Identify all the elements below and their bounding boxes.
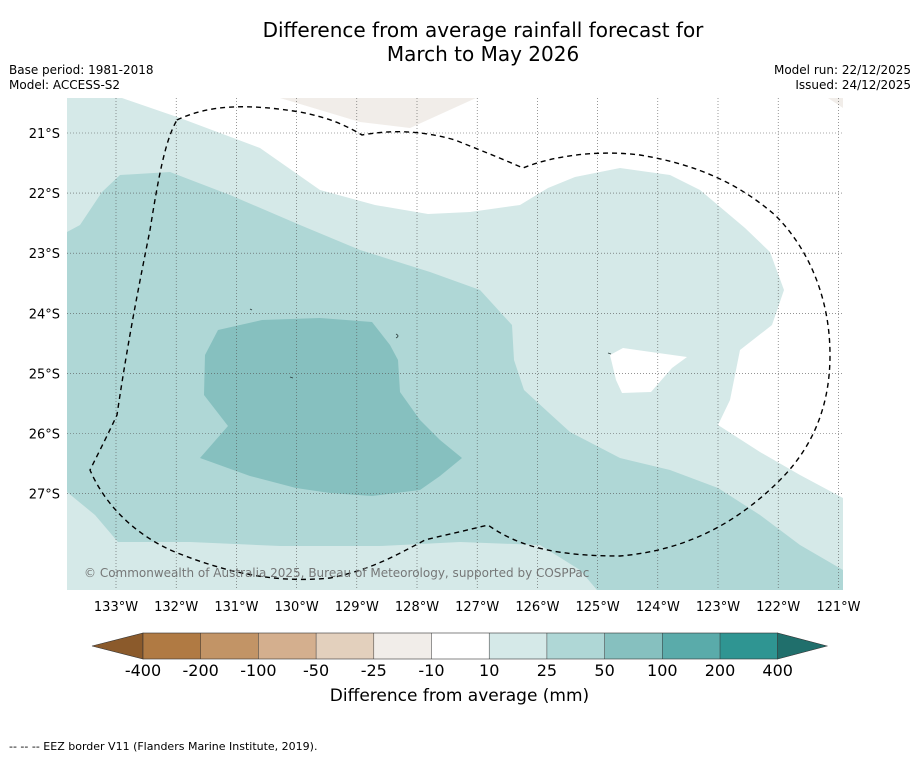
colorbar: -400 -200 -100 -50 -25 -10 10 25 50 100 200 400 [91, 632, 829, 680]
colorbar-outline [142, 632, 779, 660]
latitude-label: 27°S [29, 488, 60, 503]
longitude-label: 130°W [275, 600, 319, 615]
contour-artifact-3 [289, 376, 294, 379]
model-run: Model run: 22/12/2025 [773, 63, 911, 77]
colorbar-swatch [546, 633, 605, 659]
colorbar-swatch [662, 633, 720, 659]
meta-right: Model run: 22/12/2025 Issued: 24/12/2025 [774, 63, 911, 93]
colorbar-tick-label: 200 [705, 661, 736, 680]
map-title: Difference from average rainfall forecas… [0, 18, 919, 66]
longitude-label: 127°W [455, 600, 499, 615]
region-wetter-25-50 [67, 172, 843, 590]
colorbar-swatches [91, 632, 829, 660]
region-drier-patch-corner [828, 98, 843, 108]
issued-date: Issued: 24/12/2025 [795, 78, 911, 92]
base-period: Base period: 1981-2018 [9, 63, 154, 77]
longitude-label: 125°W [576, 600, 620, 615]
colorbar-tick-label: -50 [303, 661, 329, 680]
latitude-label: 22°S [29, 187, 60, 202]
colorbar-tick-label: 10 [479, 661, 499, 680]
longitude-label: 129°W [335, 600, 379, 615]
eez-footnote: -- -- -- EEZ border V11 (Flanders Marine… [9, 740, 318, 753]
longitude-label: 133°W [94, 600, 138, 615]
contour-artifact-4 [607, 352, 612, 355]
colorbar-tick-label: 400 [762, 661, 793, 680]
colorbar-swatch [200, 633, 259, 659]
colorbar-arrow-right [777, 632, 829, 660]
colorbar-swatch [604, 633, 663, 659]
copyright-text: © Commonwealth of Australia 2025, Bureau… [84, 566, 589, 580]
colorbar-tick-label: -25 [361, 661, 387, 680]
latitude-label: 25°S [29, 367, 60, 382]
region-drier-patch [280, 98, 476, 128]
colorbar-swatch [373, 633, 432, 659]
colorbar-tick-label: -400 [125, 661, 161, 680]
longitude-label: 126°W [515, 600, 559, 615]
eez-border [89, 106, 831, 581]
region-wetter-50-100 [200, 318, 462, 496]
longitude-label: 131°W [214, 600, 258, 615]
colorbar-label: Difference from average (mm) [329, 686, 590, 706]
latitude-labels: 21°S 22°S 23°S 24°S 25°S 26°S 27°S [29, 127, 60, 503]
colorbar-swatch [489, 633, 547, 659]
longitude-label: 124°W [636, 600, 680, 615]
region-wetter-10-25-sw [67, 492, 597, 590]
model-name: Model: ACCESS-S2 [9, 78, 121, 92]
colorbar-tick-label: 25 [537, 661, 557, 680]
colorbar-swatch [431, 633, 490, 659]
map-panel: © Commonwealth of Australia 2025, Bureau… [67, 98, 843, 590]
colorbar-swatch [143, 633, 201, 659]
latitude-label: 26°S [29, 428, 60, 443]
colorbar-tick-labels: -400 -200 -100 -50 -25 -10 10 25 50 100 200 400 [125, 661, 793, 680]
colorbar-tick-label: 100 [647, 661, 678, 680]
latitude-label: 23°S [29, 247, 60, 262]
latitude-label: 24°S [29, 307, 60, 322]
longitude-label: 122°W [756, 600, 800, 615]
longitude-label: 128°W [395, 600, 439, 615]
contour-artifact-2 [249, 308, 253, 311]
colorbar-tick-label: -10 [418, 661, 444, 680]
colorbar-swatch [316, 633, 374, 659]
title-line-2: March to May 2026 [386, 42, 580, 66]
colorbar-arrow-left [91, 632, 144, 660]
colorbar-swatch [258, 633, 317, 659]
latitude-label: 21°S [29, 127, 60, 142]
longitude-labels: 133°W 132°W 131°W 130°W 129°W 128°W 127°W 126°W… [94, 600, 861, 615]
colorbar-tick-label: -200 [183, 661, 219, 680]
longitude-label: 132°W [154, 600, 198, 615]
longitude-label: 123°W [696, 600, 740, 615]
colorbar-swatch [720, 633, 778, 659]
region-neutral-hole [610, 348, 687, 393]
title-line-1: Difference from average rainfall forecas… [262, 18, 704, 42]
colorbar-tick-label: -100 [240, 661, 276, 680]
meta-left: Base period: 1981-2018 Model: ACCESS-S2 [9, 63, 154, 93]
contour-artifact-1 [395, 333, 399, 339]
colorbar-tick-label: 50 [594, 661, 614, 680]
longitude-label: 121°W [816, 600, 860, 615]
graticule [67, 98, 843, 590]
